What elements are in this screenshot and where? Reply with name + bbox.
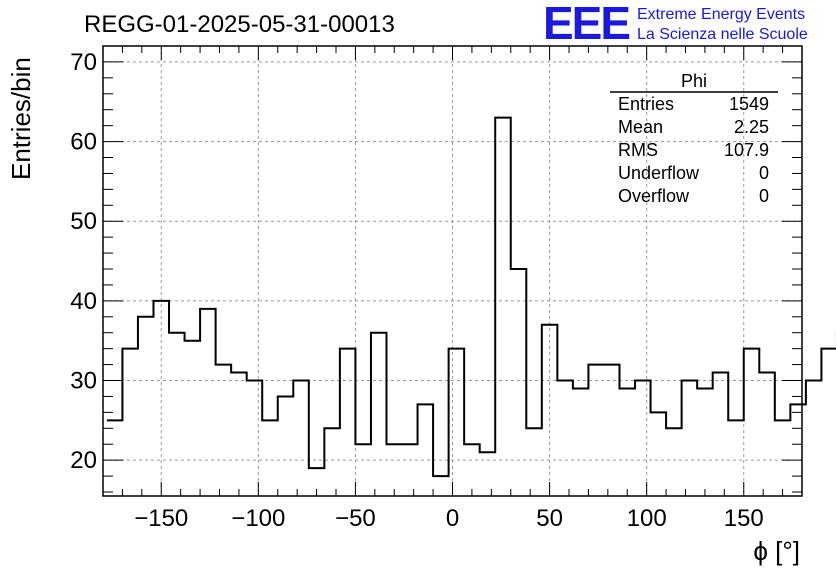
histogram-series bbox=[106, 116, 836, 496]
logo-line-1: Extreme Energy Events bbox=[637, 6, 805, 23]
y-tick-label: 70 bbox=[70, 49, 97, 76]
histogram-bin bbox=[790, 404, 806, 496]
x-tick-label: −50 bbox=[335, 505, 376, 532]
stats-box: Phi Entries 1549 Mean 2.25 RMS 107.9 Und… bbox=[610, 71, 778, 206]
histogram-bin bbox=[728, 420, 744, 496]
stats-label-underflow: Underflow bbox=[618, 163, 700, 183]
histogram-bin bbox=[153, 301, 169, 496]
chart-title: REGG-01-2025-05-31-00013 bbox=[84, 11, 395, 38]
histogram-bin bbox=[759, 373, 775, 496]
histogram-bin bbox=[386, 444, 402, 496]
histogram-bin bbox=[806, 381, 822, 496]
grid bbox=[103, 46, 802, 496]
histogram-bin bbox=[697, 388, 713, 496]
histogram-bin bbox=[480, 452, 496, 496]
stats-value-entries: 1549 bbox=[729, 94, 769, 114]
stats-label-rms: RMS bbox=[618, 140, 658, 160]
histogram-bin bbox=[169, 333, 185, 496]
histogram-bin bbox=[433, 476, 449, 496]
histogram-bin bbox=[293, 381, 309, 496]
histogram-bin bbox=[619, 388, 635, 496]
x-tick-label: 0 bbox=[446, 505, 459, 532]
histogram-bin bbox=[324, 428, 340, 496]
logo-mark: EEE bbox=[543, 0, 629, 49]
histogram-bin bbox=[682, 381, 698, 496]
logo-line-2: La Scienza nelle Scuole bbox=[637, 26, 808, 43]
histogram-outline bbox=[106, 116, 836, 478]
histogram-bin bbox=[557, 381, 573, 496]
y-tick-label: 40 bbox=[70, 288, 97, 315]
histogram-bin bbox=[775, 420, 791, 496]
histogram-bin bbox=[122, 349, 138, 496]
stats-value-overflow: 0 bbox=[759, 186, 769, 206]
stats-label-entries: Entries bbox=[618, 94, 674, 114]
x-tick-label: 50 bbox=[536, 505, 563, 532]
axes: −150 −100 −50 0 50 100 150 20 30 40 50 60 70 bbox=[70, 45, 803, 532]
stats-value-mean: 2.25 bbox=[734, 117, 769, 137]
y-tick-label: 30 bbox=[70, 368, 97, 395]
histogram-bin bbox=[418, 404, 434, 496]
histogram-bin bbox=[449, 349, 465, 496]
histogram-bin bbox=[651, 412, 667, 496]
x-tick-label: −100 bbox=[231, 505, 285, 532]
histogram-bin bbox=[573, 388, 589, 496]
histogram-bin bbox=[185, 341, 201, 496]
stats-value-rms: 107.9 bbox=[724, 140, 769, 160]
histogram-bin bbox=[278, 396, 294, 496]
y-tick-label: 50 bbox=[70, 208, 97, 235]
histogram-bin bbox=[340, 349, 356, 496]
histogram-bin bbox=[511, 269, 527, 496]
histogram-bin bbox=[107, 420, 123, 496]
histogram-bin bbox=[247, 381, 263, 496]
histogram-bin bbox=[588, 365, 604, 496]
y-tick-label: 20 bbox=[70, 447, 97, 474]
x-tick-label: 100 bbox=[627, 505, 667, 532]
histogram-bin bbox=[495, 118, 511, 496]
histogram-bin bbox=[635, 381, 651, 496]
histogram-bin bbox=[713, 373, 729, 496]
histogram-bin bbox=[355, 444, 371, 496]
stats-name: Phi bbox=[681, 71, 707, 91]
histogram-bin bbox=[402, 444, 418, 496]
histogram-bin bbox=[216, 365, 232, 496]
histogram-bin bbox=[371, 333, 387, 496]
histogram-bin bbox=[821, 349, 836, 496]
x-tick-label: −150 bbox=[134, 505, 188, 532]
histogram-bin bbox=[526, 428, 542, 496]
stats-value-underflow: 0 bbox=[759, 163, 769, 183]
histogram-bin bbox=[744, 349, 760, 496]
x-axis-title: ϕ [°] bbox=[753, 536, 800, 566]
histogram-bin bbox=[138, 317, 154, 496]
y-tick-label: 60 bbox=[70, 129, 97, 156]
histogram-bin bbox=[604, 365, 620, 496]
histogram-bin bbox=[262, 420, 278, 496]
stats-label-mean: Mean bbox=[618, 117, 663, 137]
stats-label-overflow: Overflow bbox=[618, 186, 690, 206]
histogram-bin bbox=[200, 309, 216, 496]
histogram-bin bbox=[666, 428, 682, 496]
histogram-bin bbox=[464, 444, 480, 496]
eee-logo: EEE Extreme Energy Events La Scienza nel… bbox=[543, 0, 808, 49]
histogram-bin bbox=[231, 373, 247, 496]
histogram-bin bbox=[542, 325, 558, 496]
x-tick-label: 150 bbox=[724, 505, 764, 532]
y-axis-title: Entries/bin bbox=[6, 57, 36, 180]
